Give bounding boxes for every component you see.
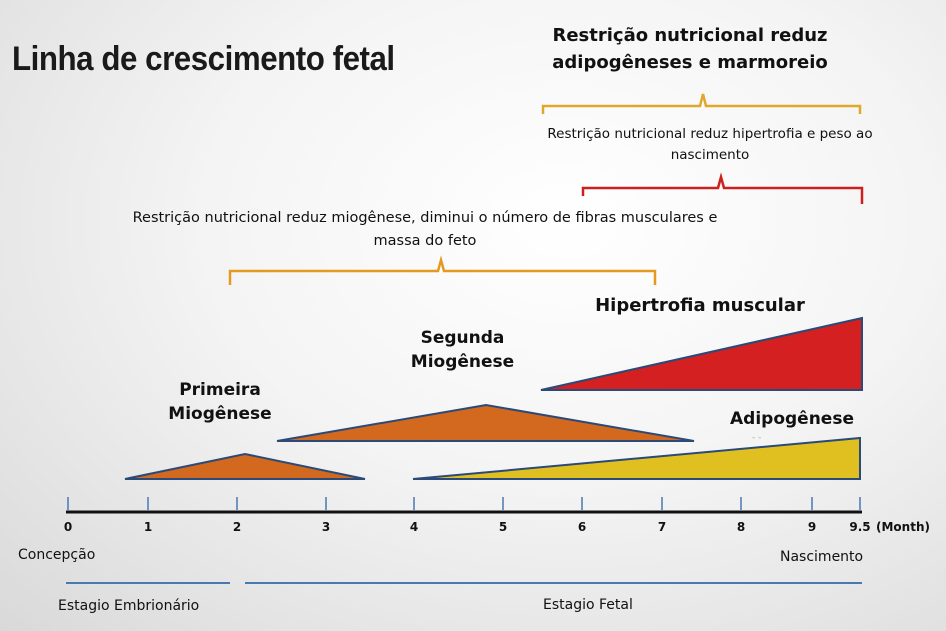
- axis-unit: (Month): [876, 520, 930, 534]
- tick-label-5: 5: [498, 520, 508, 534]
- note-hipertrofia-restricao: Restrição nutricional reduz hipertrofia …: [530, 124, 890, 166]
- note-miogenese-text: Restrição nutricional reduz miogênese, d…: [132, 210, 718, 249]
- axis-ticks: [67, 497, 861, 510]
- tick-label-9: 9: [807, 520, 817, 534]
- label-adipogenese: Adipogênese: [730, 409, 854, 429]
- shape-hipertrofia: [540, 316, 863, 391]
- tick-label-2: 2: [232, 520, 242, 534]
- bracket-adipogenese: [541, 93, 862, 114]
- label-estagio-fetal: Estagio Fetal: [543, 597, 633, 613]
- label-segunda-miogenese: Segunda Miogênese: [395, 326, 530, 374]
- faint-mark: - -: [752, 433, 761, 443]
- shape-segunda-miogenese: [276, 403, 695, 442]
- tick-label-0: 0: [63, 520, 73, 534]
- label-concepcao: Concepção: [18, 547, 96, 563]
- page-title: Linha de crescimento fetal: [12, 40, 395, 78]
- note-miogenese-restricao: Restrição nutricional reduz miogênese, d…: [130, 207, 720, 253]
- label-estagio-embrionario: Estagio Embrionário: [58, 598, 200, 614]
- label-primeira-miogenese: Primeira Miogênese: [150, 378, 290, 426]
- bracket-miogenese: [228, 255, 657, 285]
- tick-label-6: 6: [577, 520, 587, 534]
- tick-label-1: 1: [143, 520, 153, 534]
- tick-label-3: 3: [321, 520, 331, 534]
- label-hipertrofia: Hipertrofia muscular: [595, 295, 805, 316]
- note-hipertrofia-text: Restrição nutricional reduz hipertrofia …: [547, 126, 873, 163]
- tick-label-7: 7: [657, 520, 667, 534]
- tick-label-9-5: 9.5: [849, 520, 871, 534]
- label-primeira-text: Primeira Miogênese: [168, 380, 272, 424]
- label-segunda-text: Segunda Miogênese: [410, 328, 515, 372]
- shape-adipogenese: [412, 436, 861, 480]
- bracket-hipertrofia: [581, 172, 864, 204]
- shape-primeira-miogenese: [124, 452, 366, 480]
- tick-label-8: 8: [736, 520, 746, 534]
- note-adipogenese-restricao: Restrição nutricional reduz adipogêneses…: [520, 22, 860, 76]
- label-nascimento: Nascimento: [780, 549, 864, 565]
- tick-label-4: 4: [409, 520, 419, 534]
- note-adipogenese-text: Restrição nutricional reduz adipogêneses…: [552, 25, 828, 73]
